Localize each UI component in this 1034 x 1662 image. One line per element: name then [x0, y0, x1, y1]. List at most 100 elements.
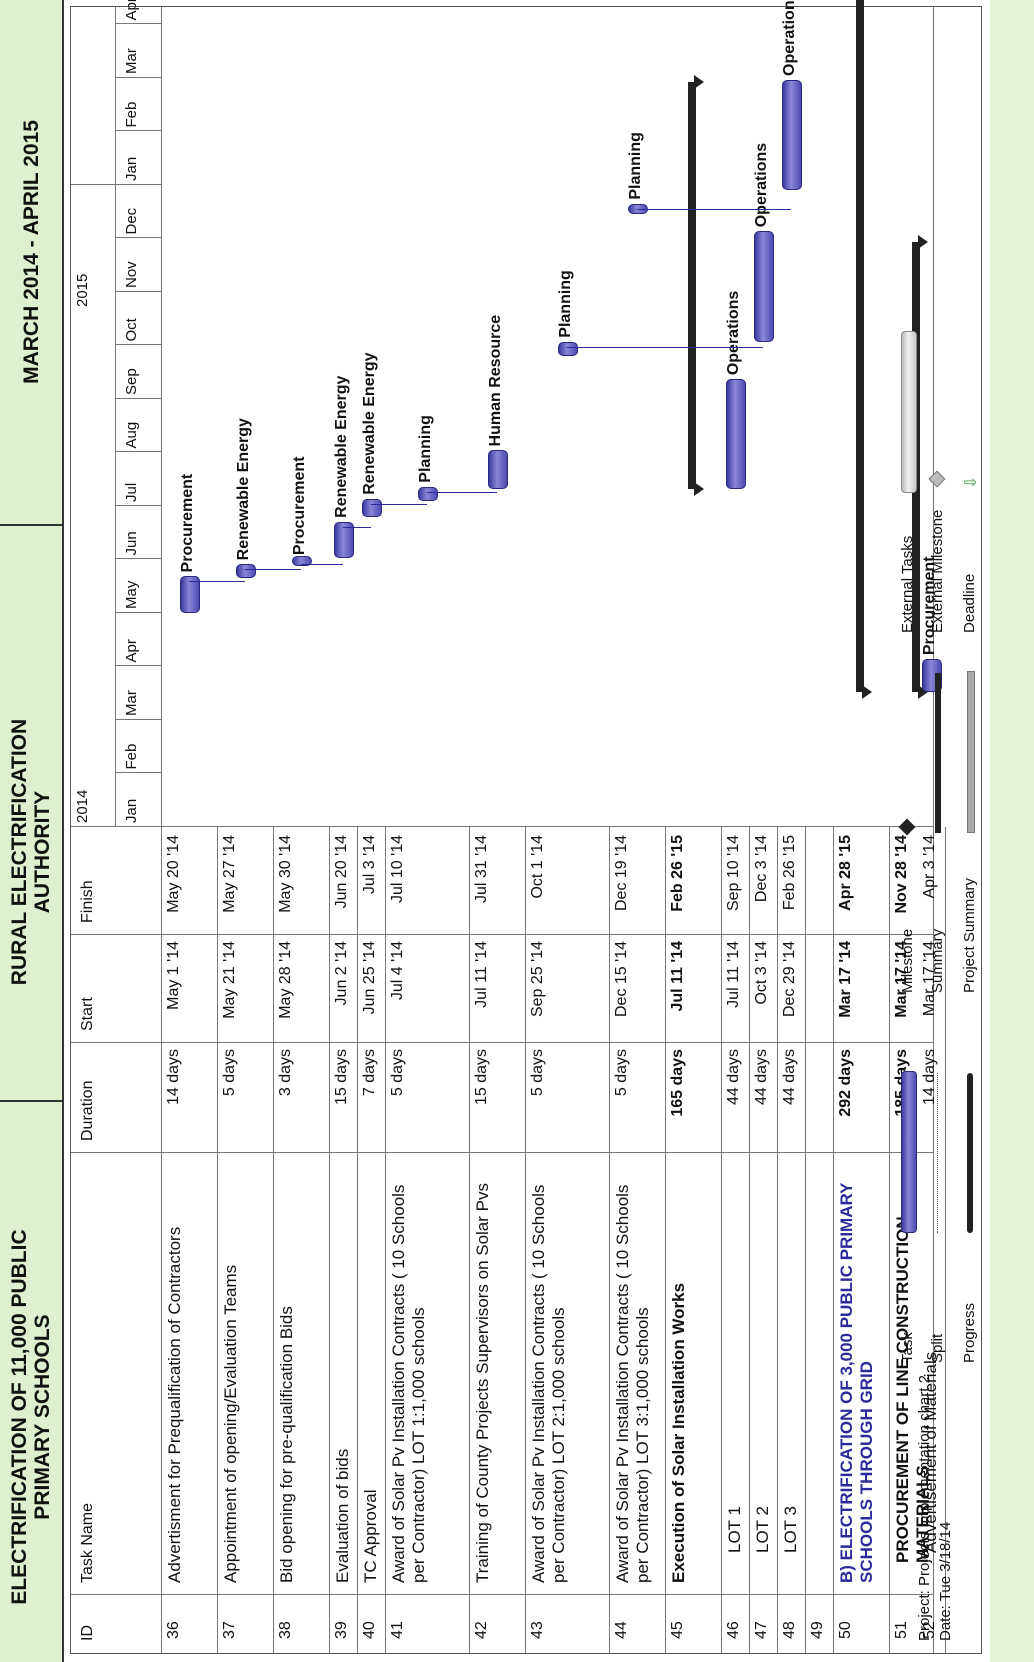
task-bar[interactable]	[418, 486, 438, 501]
task-row-name: Execution of Solar Installation Works	[669, 1282, 688, 1583]
header-center-title: RURAL ELECTRIFICATION AUTHORITY	[8, 718, 54, 986]
task-row-finish: Apr 28 '15	[837, 835, 854, 911]
task-row-finish: May 30 '14	[277, 835, 294, 913]
bottom-margin	[990, 0, 1034, 1662]
task-bar[interactable]	[558, 341, 578, 357]
dependency-line	[637, 208, 791, 210]
summary-bar[interactable]	[688, 81, 696, 489]
task-row-duration: 165 days	[669, 1049, 686, 1117]
task-bar[interactable]	[236, 564, 256, 579]
task-row-start: Oct 3 '14	[753, 941, 770, 1005]
task-bar[interactable]	[362, 498, 382, 517]
task-row-start: Jun 2 '14	[333, 941, 350, 1006]
task-bar[interactable]	[782, 79, 802, 191]
task-bar-label: Operations	[753, 142, 770, 228]
timeline-month: Nov	[123, 261, 140, 288]
timeline-month: Apr	[123, 0, 140, 21]
timeline-month: Jan	[123, 156, 140, 181]
dependency-line	[301, 564, 343, 566]
timeline-month: Feb	[123, 743, 140, 770]
timeline-month: Jan	[123, 798, 140, 823]
task-row-name: Bid opening for pre-qualification Bids	[277, 1306, 296, 1583]
task-row-start: May 21 '14	[221, 941, 238, 1019]
legend-summary-swatch	[935, 673, 941, 833]
legend-progress-swatch	[967, 1073, 973, 1233]
summary-bar-end	[694, 481, 704, 496]
footer-project: Project: Projects Implementation chart 2	[916, 1375, 933, 1641]
legend-external-tasks-label: External Tasks	[899, 535, 916, 633]
dependency-line	[427, 491, 497, 493]
summary-bar[interactable]	[856, 0, 864, 693]
task-row-start: Jul 11 '14	[725, 941, 742, 1008]
dependency-line	[189, 581, 245, 583]
task-row-start: Dec 29 '14	[781, 941, 798, 1017]
task-row-duration: 44 days	[781, 1049, 798, 1106]
task-row-id: 46	[725, 1621, 742, 1639]
col-header-finish: Finish	[79, 880, 96, 923]
task-row-duration: 5 days	[529, 1049, 546, 1097]
timeline-month: Jul	[123, 482, 140, 502]
task-row-duration: 15 days	[333, 1049, 350, 1106]
task-row-duration: 44 days	[725, 1049, 742, 1106]
task-bar-label: Renewable Energy	[333, 375, 350, 518]
task-row-duration: 14 days	[165, 1049, 182, 1106]
task-row-duration: 5 days	[613, 1049, 630, 1097]
timeline-year-2014: 2014	[74, 789, 91, 823]
dependency-line	[245, 569, 301, 571]
task-row-name: LOT 3	[781, 1506, 800, 1553]
task-bar-label: Renewable Energy	[361, 352, 378, 495]
task-row-name: B) ELECTRIFICATION OF 3,000 PUBLIC PRIMA…	[837, 1182, 876, 1583]
task-row-finish: Dec 3 '14	[753, 835, 770, 903]
legend-deadline-icon: ⇩	[963, 475, 980, 489]
task-bar-label: Human Resource	[487, 314, 504, 447]
col-header-duration: Duration	[79, 1080, 96, 1141]
dependency-line	[371, 503, 427, 505]
task-bar-label: Operations	[725, 290, 742, 376]
task-row-name: Appointment of opening/Evaluation Teams	[221, 1264, 240, 1583]
timeline-month: Jun	[123, 531, 140, 556]
summary-bar-end	[918, 235, 928, 250]
legend-external-milestone-icon	[928, 470, 946, 488]
legend-milestone-label: Milestone	[899, 928, 916, 993]
task-row-id: 47	[753, 1621, 770, 1639]
task-row-name: Award of Solar Pv Installation Contracts…	[389, 1184, 428, 1583]
task-row-start: May 1 '14	[165, 941, 182, 1010]
legend-progress-label: Progress	[961, 1302, 978, 1363]
task-row-finish: Jun 20 '14	[333, 835, 350, 909]
task-row-id: 36	[165, 1621, 182, 1639]
task-row-id: 39	[333, 1621, 350, 1639]
task-row-finish: Apr 3 '14	[921, 835, 938, 899]
legend-project-summary-label: Project Summary	[961, 877, 978, 993]
legend-task-label: Task	[899, 1332, 916, 1363]
header-banner: ELECTRIFICATION OF 11,000 PUBLIC PRIMARY…	[0, 0, 64, 1662]
legend-external-tasks-swatch	[901, 331, 917, 493]
task-row-id: 42	[473, 1621, 490, 1639]
header-right-title: MARCH 2014 - APRIL 2015	[19, 120, 43, 384]
legend-deadline-label: Deadline	[961, 573, 978, 633]
task-row-id: 45	[669, 1621, 686, 1639]
task-row-duration: 44 days	[753, 1049, 770, 1106]
task-row-name: Award of Solar Pv Installation Contracts…	[613, 1184, 652, 1583]
task-row-duration: 15 days	[473, 1049, 490, 1106]
task-row-duration: 14 days	[921, 1049, 938, 1106]
task-bar-label: Procurement	[179, 473, 196, 573]
timeline-year-2015: 2015	[74, 273, 91, 307]
task-row-finish: Jul 10 '14	[389, 835, 406, 903]
task-bar-label: Operations	[781, 0, 798, 76]
legend-project-summary-swatch	[967, 671, 975, 833]
timeline-month: Sep	[123, 368, 140, 395]
dependency-line	[343, 526, 371, 528]
task-row-name: LOT 1	[725, 1506, 744, 1553]
task-bar[interactable]	[488, 450, 508, 489]
task-row-id: 41	[389, 1621, 406, 1639]
task-bar-label: Procurement	[291, 456, 308, 556]
timeline-month: Mar	[123, 690, 140, 716]
task-row-id: 37	[221, 1621, 238, 1639]
footer-date: Date: Tue 3/18/14	[937, 1521, 954, 1641]
task-row-id: 49	[809, 1621, 826, 1639]
task-bar[interactable]	[754, 231, 774, 343]
legend-milestone-icon	[898, 818, 916, 836]
task-bar[interactable]	[726, 379, 746, 489]
header-left-title: ELECTRIFICATION OF 11,000 PUBLIC PRIMARY…	[8, 1229, 54, 1605]
task-row-name: Training of County Projects Supervisors …	[473, 1183, 492, 1583]
